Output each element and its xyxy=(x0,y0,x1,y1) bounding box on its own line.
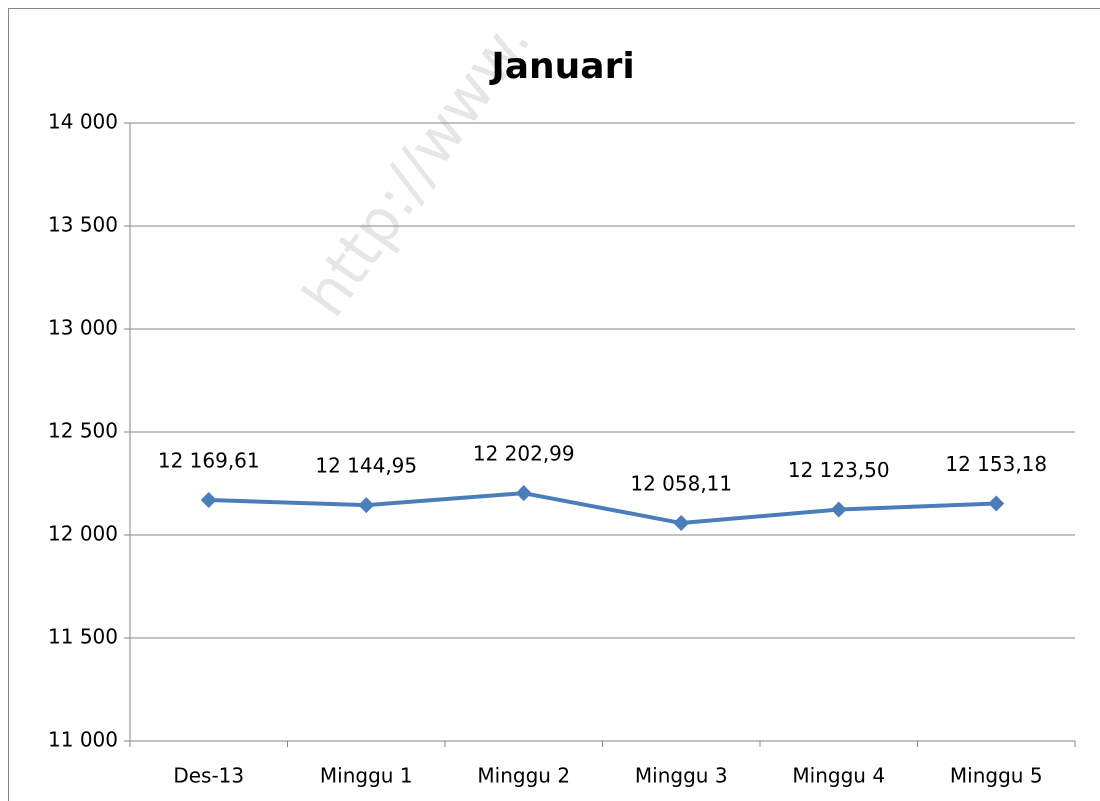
data-label: 12 123,50 xyxy=(788,458,890,482)
data-label: 12 169,61 xyxy=(158,449,260,473)
data-label: 12 153,18 xyxy=(945,452,1047,476)
y-tick-label: 12 000 xyxy=(48,522,118,546)
marker xyxy=(200,492,217,509)
chart-title: Januari xyxy=(488,46,634,87)
x-tick-label: Minggu 4 xyxy=(792,764,885,788)
y-tick-label: 11 500 xyxy=(48,625,118,649)
marker xyxy=(673,515,690,532)
x-tick-label: Minggu 3 xyxy=(635,764,728,788)
x-tick-label: Minggu 2 xyxy=(477,764,570,788)
x-tick-label: Minggu 1 xyxy=(320,764,413,788)
marker xyxy=(988,495,1005,512)
data-label: 12 144,95 xyxy=(315,454,417,478)
marker xyxy=(515,485,532,502)
y-tick-label: 11 000 xyxy=(48,728,118,752)
y-tick-label: 14 000 xyxy=(48,110,118,134)
marker xyxy=(358,497,375,514)
y-tick-label: 12 500 xyxy=(48,419,118,443)
x-tick-label: Minggu 5 xyxy=(950,764,1043,788)
chart-border xyxy=(8,8,1100,801)
data-label: 12 058,11 xyxy=(630,472,732,496)
data-label: 12 202,99 xyxy=(473,442,575,466)
line xyxy=(208,491,997,526)
marker xyxy=(830,501,847,518)
y-tick-label: 13 000 xyxy=(48,316,118,340)
x-tick-label: Des-13 xyxy=(173,764,244,788)
y-tick-label: 13 500 xyxy=(48,213,118,237)
